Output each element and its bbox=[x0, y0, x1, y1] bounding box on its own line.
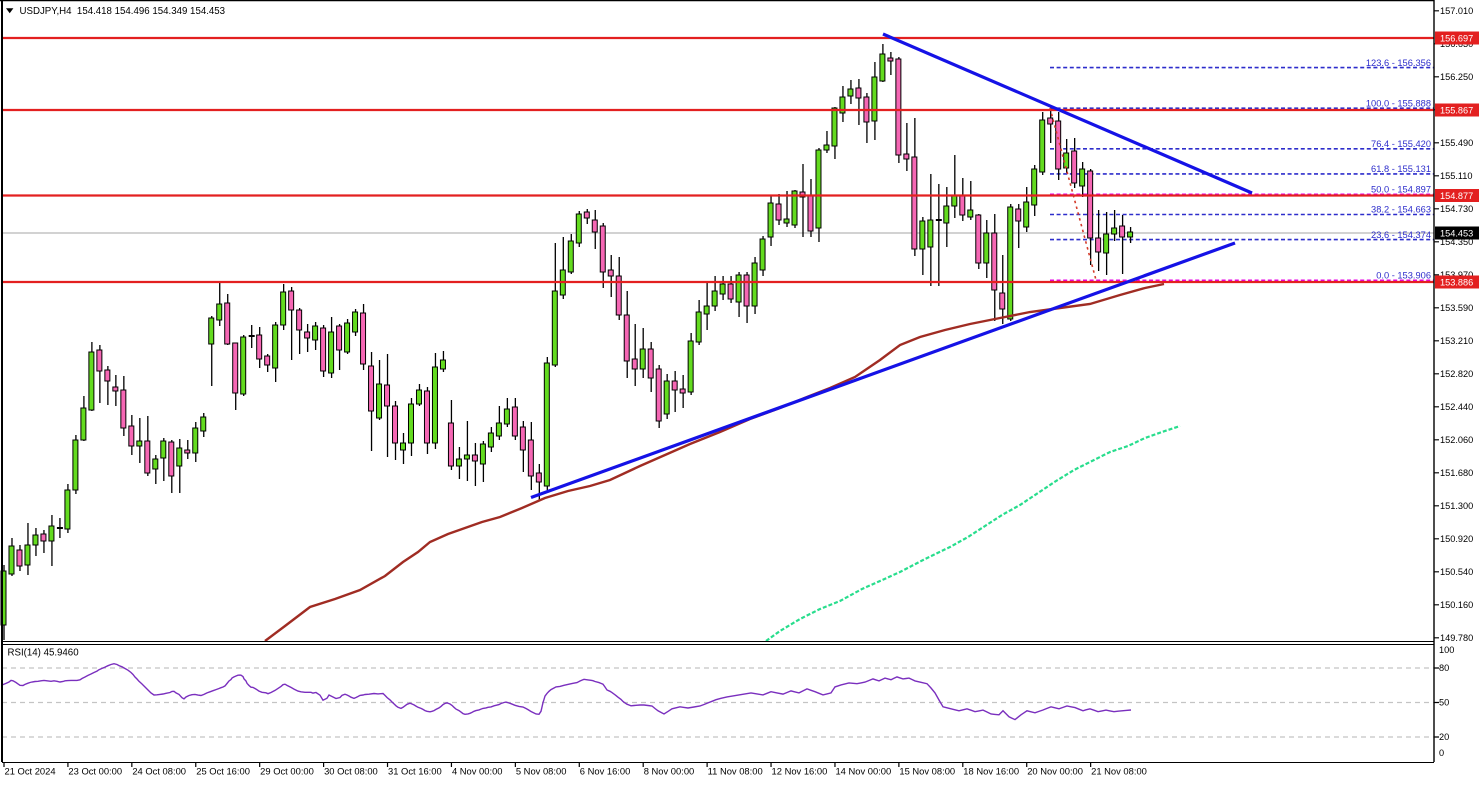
svg-text:31 Oct 16:00: 31 Oct 16:00 bbox=[388, 766, 442, 777]
svg-text:155.867: 155.867 bbox=[1440, 105, 1473, 115]
svg-text:154.877: 154.877 bbox=[1440, 191, 1473, 201]
svg-text:155.110: 155.110 bbox=[1440, 171, 1473, 181]
svg-text:15 Nov 08:00: 15 Nov 08:00 bbox=[899, 766, 955, 777]
svg-text:20: 20 bbox=[1439, 732, 1449, 742]
svg-text:149.780: 149.780 bbox=[1440, 633, 1473, 643]
svg-text:50: 50 bbox=[1439, 698, 1449, 708]
svg-text:23.6 - 154.374: 23.6 - 154.374 bbox=[1371, 230, 1431, 240]
svg-text:156.697: 156.697 bbox=[1440, 33, 1473, 43]
svg-text:30 Oct 08:00: 30 Oct 08:00 bbox=[324, 766, 378, 777]
svg-text:20 Nov 00:00: 20 Nov 00:00 bbox=[1027, 766, 1083, 777]
svg-text:80: 80 bbox=[1439, 663, 1449, 673]
svg-text:21 Nov 08:00: 21 Nov 08:00 bbox=[1091, 766, 1147, 777]
svg-text:21 Oct 2024: 21 Oct 2024 bbox=[5, 766, 56, 777]
svg-text:USDJPY,H4 154.418 154.496 154: USDJPY,H4 154.418 154.496 154.349 154.45… bbox=[20, 6, 226, 17]
svg-text:6 Nov 16:00: 6 Nov 16:00 bbox=[580, 766, 631, 777]
svg-text:152.820: 152.820 bbox=[1440, 369, 1473, 379]
svg-text:153.970: 153.970 bbox=[1440, 270, 1473, 280]
svg-text:4 Nov 00:00: 4 Nov 00:00 bbox=[452, 766, 503, 777]
svg-text:151.680: 151.680 bbox=[1440, 468, 1473, 478]
svg-text:153.590: 153.590 bbox=[1440, 303, 1473, 313]
svg-text:152.440: 152.440 bbox=[1440, 402, 1473, 412]
svg-text:151.300: 151.300 bbox=[1440, 501, 1473, 511]
svg-text:23 Oct 00:00: 23 Oct 00:00 bbox=[68, 766, 122, 777]
svg-text:154.350: 154.350 bbox=[1440, 237, 1473, 247]
svg-text:154.453: 154.453 bbox=[1440, 228, 1473, 238]
svg-text:155.490: 155.490 bbox=[1440, 138, 1473, 148]
svg-text:76.4 - 155.420: 76.4 - 155.420 bbox=[1371, 139, 1431, 149]
svg-text:11 Nov 08:00: 11 Nov 08:00 bbox=[708, 766, 763, 777]
svg-text:18 Nov 16:00: 18 Nov 16:00 bbox=[963, 766, 1019, 777]
svg-text:152.060: 152.060 bbox=[1440, 435, 1473, 445]
svg-text:24 Oct 08:00: 24 Oct 08:00 bbox=[132, 766, 186, 777]
svg-text:RSI(14) 45.9460: RSI(14) 45.9460 bbox=[8, 648, 80, 659]
svg-text:12 Nov 16:00: 12 Nov 16:00 bbox=[772, 766, 828, 777]
svg-text:38.2 - 154.663: 38.2 - 154.663 bbox=[1371, 205, 1431, 215]
svg-text:0.0 - 153.906: 0.0 - 153.906 bbox=[1376, 271, 1431, 281]
svg-text:8 Nov 00:00: 8 Nov 00:00 bbox=[644, 766, 695, 777]
svg-text:154.730: 154.730 bbox=[1440, 204, 1473, 214]
svg-text:0: 0 bbox=[1439, 748, 1444, 758]
svg-text:61.8 - 155.131: 61.8 - 155.131 bbox=[1371, 164, 1431, 174]
svg-text:25 Oct 16:00: 25 Oct 16:00 bbox=[196, 766, 250, 777]
svg-text:153.210: 153.210 bbox=[1440, 336, 1473, 346]
svg-text:156.250: 156.250 bbox=[1440, 72, 1473, 82]
svg-text:100.0 - 155.888: 100.0 - 155.888 bbox=[1366, 98, 1431, 108]
svg-text:14 Nov 00:00: 14 Nov 00:00 bbox=[835, 766, 891, 777]
svg-text:123.6 - 156.356: 123.6 - 156.356 bbox=[1366, 58, 1431, 68]
svg-text:150.540: 150.540 bbox=[1440, 567, 1473, 577]
svg-text:29 Oct 00:00: 29 Oct 00:00 bbox=[260, 766, 314, 777]
svg-text:150.160: 150.160 bbox=[1440, 600, 1473, 610]
svg-text:5 Nov 08:00: 5 Nov 08:00 bbox=[516, 766, 567, 777]
svg-text:157.010: 157.010 bbox=[1440, 6, 1473, 16]
svg-text:50.0 - 154.897: 50.0 - 154.897 bbox=[1371, 185, 1431, 195]
svg-text:153.886: 153.886 bbox=[1440, 277, 1473, 287]
svg-text:150.920: 150.920 bbox=[1440, 534, 1473, 544]
svg-text:100: 100 bbox=[1439, 645, 1454, 655]
